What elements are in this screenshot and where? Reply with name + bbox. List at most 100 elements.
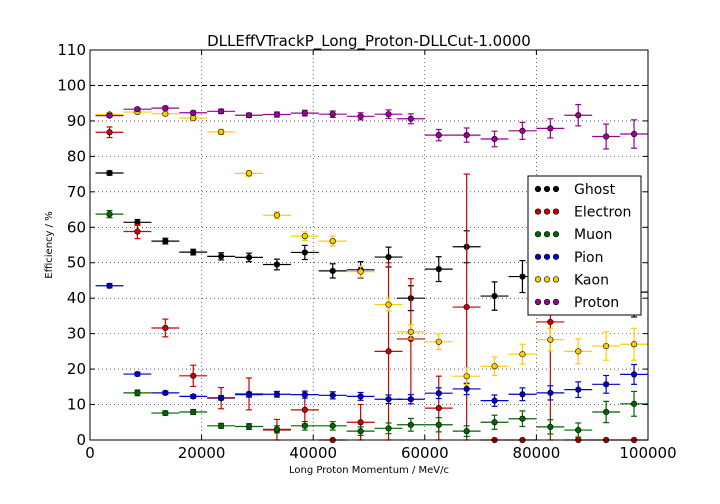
y-tick-label: 60 <box>67 218 86 236</box>
data-point <box>491 397 498 404</box>
legend-marker <box>543 208 551 215</box>
y-tick-label: 0 <box>76 431 86 449</box>
y-tick-label: 30 <box>67 325 86 343</box>
data-point <box>547 336 554 343</box>
data-point <box>630 371 638 378</box>
data-point <box>218 394 225 401</box>
data-point <box>245 423 253 430</box>
legend-label-electron: Electron <box>574 205 631 221</box>
data-point <box>463 131 470 139</box>
data-point <box>106 112 113 119</box>
data-point <box>463 385 470 393</box>
series-muon <box>95 210 648 438</box>
x-tick-label: 60000 <box>401 444 449 462</box>
data-point <box>273 261 281 268</box>
data-point <box>491 135 498 143</box>
legend-marker <box>552 298 560 306</box>
data-point <box>301 110 308 117</box>
data-point <box>134 389 141 396</box>
data-point <box>357 428 364 435</box>
data-point <box>575 426 582 434</box>
data-point <box>435 390 442 397</box>
data-point <box>407 115 414 122</box>
data-point <box>245 254 253 261</box>
data-point <box>385 253 392 261</box>
data-point <box>385 301 392 308</box>
legend: Ghost Electron Muon Pion Kaon Proton <box>527 175 642 316</box>
legend-label-ghost: Ghost <box>574 182 616 198</box>
data-point <box>357 113 364 120</box>
data-point <box>603 381 610 388</box>
legend-marker <box>534 185 542 193</box>
data-point <box>162 110 169 117</box>
data-point <box>519 273 526 280</box>
series-proton <box>95 103 648 150</box>
data-point <box>385 348 392 355</box>
data-point <box>519 351 526 358</box>
data-point <box>273 111 281 118</box>
legend-marker <box>534 298 542 306</box>
legend-label-muon: Muon <box>574 227 612 243</box>
data-point <box>385 425 392 432</box>
data-point <box>329 392 336 399</box>
data-point <box>463 303 470 311</box>
data-point <box>106 282 113 289</box>
data-point <box>491 363 498 370</box>
data-point <box>329 422 336 429</box>
data-point <box>491 292 498 300</box>
data-point <box>407 396 414 403</box>
data-point <box>106 129 113 136</box>
x-tick-label: 0 <box>85 444 95 462</box>
legend-marker <box>534 208 542 215</box>
data-point <box>519 391 526 398</box>
plot-frame <box>89 49 649 441</box>
series-kaon <box>95 108 648 386</box>
data-point <box>547 389 554 396</box>
legend-marker <box>552 253 560 260</box>
data-point <box>435 131 442 139</box>
data-point <box>134 370 141 378</box>
data-point <box>519 127 526 134</box>
data-point <box>547 125 554 132</box>
data-point <box>190 248 197 256</box>
data-point <box>329 238 336 245</box>
data-point <box>547 318 554 326</box>
data-point <box>301 406 308 413</box>
legend-marker <box>543 231 551 238</box>
data-point <box>575 386 582 393</box>
legend-marker <box>543 298 551 306</box>
data-point <box>134 106 141 113</box>
y-tick-label: 50 <box>67 254 86 272</box>
legend-marker <box>534 276 542 283</box>
chart-title: DLLEffVTrackP_Long_Proton-DLLCut-1.0000 <box>207 32 531 51</box>
data-point <box>463 428 470 435</box>
legend-box <box>527 175 642 316</box>
data-point <box>106 169 113 177</box>
data-point <box>162 409 169 417</box>
data-point <box>245 391 253 398</box>
x-tick-label: 20000 <box>178 444 226 462</box>
data-point <box>435 338 442 345</box>
legend-marker <box>552 185 560 193</box>
data-point <box>245 170 253 177</box>
data-point <box>190 109 197 116</box>
legend-marker <box>552 208 560 215</box>
legend-marker <box>543 185 551 193</box>
data-point <box>630 341 638 348</box>
data-point <box>603 133 610 140</box>
legend-marker <box>534 253 542 260</box>
data-point <box>162 238 169 245</box>
data-point <box>162 324 169 332</box>
data-point <box>190 372 197 379</box>
legend-marker <box>543 276 551 283</box>
data-point <box>603 342 610 350</box>
data-point <box>630 130 638 138</box>
axis-ticks: 0 10 20 30 40 50 60 70 80 90 100 110 0 20000 40000 6000… <box>57 41 676 462</box>
y-tick-label: 40 <box>67 289 86 307</box>
data-point <box>407 421 414 428</box>
data-point <box>218 253 225 260</box>
data-point <box>575 348 582 355</box>
y-tick-label: 10 <box>67 396 86 414</box>
data-point <box>190 393 197 400</box>
data-point <box>162 105 169 112</box>
